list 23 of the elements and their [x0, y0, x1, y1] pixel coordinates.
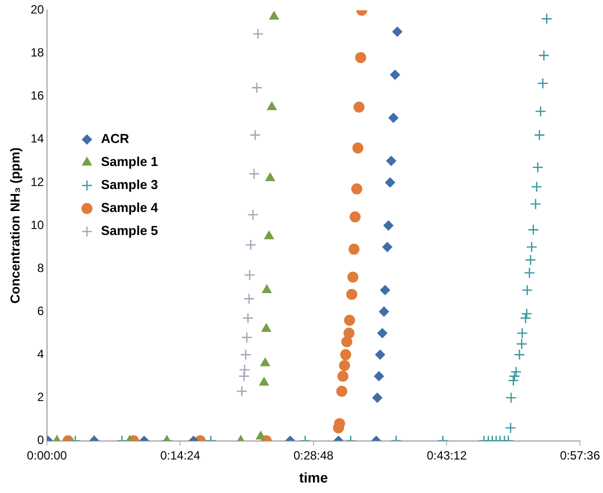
legend-label: Sample 4	[100, 200, 159, 216]
y-axis-title: Concentration NH₃ (ppm)	[7, 147, 22, 304]
y-tick-label: 0	[37, 433, 44, 448]
y-tick-label: 8	[37, 260, 44, 275]
legend-label: Sample 3	[100, 177, 158, 192]
x-tick-label: 0:28:48	[293, 448, 334, 462]
y-tick-label: 16	[30, 88, 44, 103]
x-axis-title: time	[299, 469, 328, 486]
legend-label: Sample 5	[100, 223, 158, 238]
y-tick-label: 2	[37, 390, 44, 404]
y-tick-label: 12	[30, 174, 44, 189]
y-tick-label: 20	[30, 2, 44, 17]
legend-label: ACR	[100, 131, 130, 146]
x-tick-label: 0:57:36	[560, 448, 600, 462]
y-tick-label: 14	[30, 132, 44, 146]
y-tick-label: 18	[30, 46, 44, 60]
x-tick-label: 0:43:12	[426, 448, 468, 462]
y-tick-label: 10	[30, 218, 44, 232]
y-tick-label: 4	[37, 346, 44, 361]
x-tick-label: 0:00:00	[26, 448, 68, 462]
x-tick-label: 0:14:24	[160, 448, 201, 462]
y-tick-label: 6	[37, 304, 44, 318]
legend-label: Sample 1	[100, 154, 158, 170]
